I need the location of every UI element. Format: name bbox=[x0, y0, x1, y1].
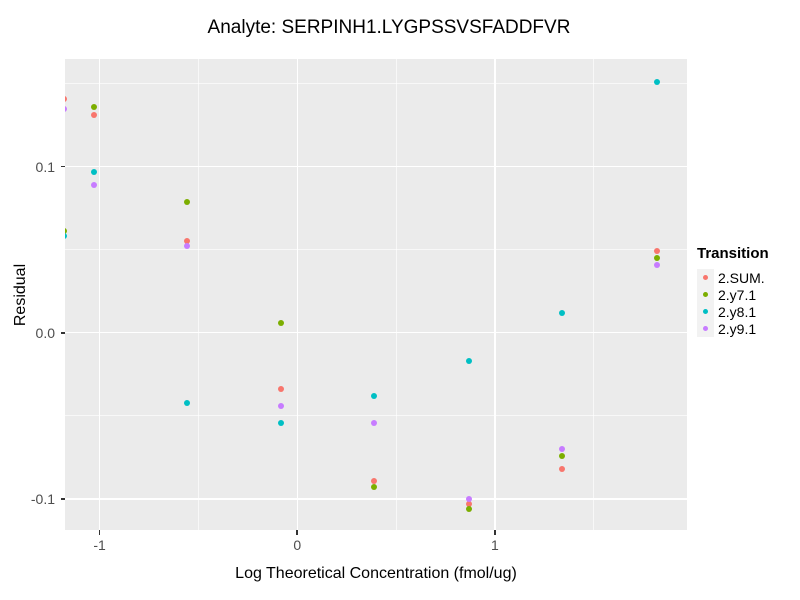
legend-item-2-sum-: 2.SUM. bbox=[697, 269, 797, 286]
y-axis-title: Residual bbox=[12, 263, 29, 327]
legend-dot bbox=[703, 292, 708, 297]
minor-gridline-x bbox=[593, 59, 595, 530]
legend-key bbox=[697, 286, 714, 303]
minor-gridline-y bbox=[65, 83, 687, 84]
data-point bbox=[183, 198, 190, 205]
legend-items: 2.SUM. 2.y7.1 2.y8.1 2.y9.1 bbox=[697, 269, 797, 337]
data-point bbox=[653, 255, 660, 262]
data-point bbox=[371, 392, 378, 399]
major-gridline-y bbox=[65, 498, 687, 500]
data-point bbox=[65, 95, 68, 102]
data-point bbox=[653, 261, 660, 268]
x-tick-label: 1 bbox=[490, 537, 499, 553]
y-tick-label: 0.0 bbox=[35, 324, 55, 341]
data-point bbox=[559, 446, 566, 453]
legend: Transition 2.SUM. 2.y7.1 2.y8.1 2.y9.1 bbox=[697, 245, 797, 337]
data-point bbox=[183, 238, 190, 245]
data-point bbox=[65, 105, 68, 112]
major-gridline-x bbox=[296, 59, 298, 530]
data-point bbox=[466, 505, 473, 512]
data-point bbox=[371, 477, 378, 484]
legend-item-label: 2.y7.1 bbox=[718, 286, 757, 303]
minor-gridline-x bbox=[395, 59, 397, 530]
minor-gridline-y bbox=[65, 249, 687, 251]
legend-item-2-y8-1: 2.y8.1 bbox=[697, 303, 797, 320]
x-tick-mark bbox=[296, 530, 298, 535]
legend-dot bbox=[703, 309, 708, 314]
data-point bbox=[183, 399, 190, 406]
data-point bbox=[278, 319, 285, 326]
legend-item-label: 2.y8.1 bbox=[718, 303, 757, 320]
data-point bbox=[653, 78, 660, 85]
plot-title: Analyte: SERPINH1.LYGPSSVSFADDFVR bbox=[207, 17, 571, 38]
minor-gridline-x bbox=[198, 59, 199, 530]
major-gridline-x bbox=[98, 59, 101, 530]
legend-title: Transition bbox=[697, 245, 769, 262]
x-axis-title: Log Theoretical Concentration (fmol/ug) bbox=[235, 565, 517, 582]
data-point bbox=[278, 419, 285, 426]
x-tick-label: -1 bbox=[93, 537, 106, 553]
y-tick-label: 0.1 bbox=[35, 158, 55, 175]
y-tick-label: -0.1 bbox=[30, 490, 55, 507]
data-point bbox=[90, 168, 97, 175]
y-tick-mark bbox=[60, 498, 65, 500]
legend-item-label: 2.SUM. bbox=[718, 269, 765, 286]
data-point bbox=[559, 309, 566, 316]
x-tick-mark bbox=[494, 530, 496, 535]
plot-panel bbox=[65, 59, 687, 530]
legend-item-label: 2.y9.1 bbox=[718, 320, 757, 337]
data-point bbox=[559, 466, 566, 473]
data-point bbox=[183, 243, 190, 250]
major-gridline-x bbox=[494, 59, 496, 530]
data-point bbox=[653, 248, 660, 255]
data-point bbox=[90, 181, 97, 188]
x-tick-mark bbox=[98, 530, 101, 535]
data-point bbox=[90, 103, 97, 110]
legend-item-2-y9-1: 2.y9.1 bbox=[697, 320, 797, 337]
data-point bbox=[371, 484, 378, 491]
data-point bbox=[278, 402, 285, 409]
y-tick-mark bbox=[60, 332, 65, 334]
legend-key bbox=[697, 320, 714, 337]
legend-item-2-y7-1: 2.y7.1 bbox=[697, 286, 797, 303]
minor-gridline-y bbox=[65, 415, 687, 417]
data-point bbox=[466, 500, 473, 507]
data-point bbox=[466, 358, 473, 365]
data-point bbox=[278, 386, 285, 393]
data-point bbox=[559, 452, 566, 459]
legend-key bbox=[697, 269, 714, 286]
data-point bbox=[90, 112, 97, 119]
data-point bbox=[371, 419, 378, 426]
legend-key bbox=[697, 303, 714, 320]
major-gridline-y bbox=[65, 165, 687, 168]
data-point bbox=[65, 228, 68, 235]
y-tick-mark bbox=[60, 165, 65, 168]
data-point bbox=[65, 233, 68, 240]
x-tick-label: 0 bbox=[293, 537, 302, 553]
data-point bbox=[466, 495, 473, 502]
legend-dot bbox=[703, 275, 708, 280]
major-gridline-y bbox=[65, 332, 687, 334]
legend-dot bbox=[703, 326, 708, 331]
